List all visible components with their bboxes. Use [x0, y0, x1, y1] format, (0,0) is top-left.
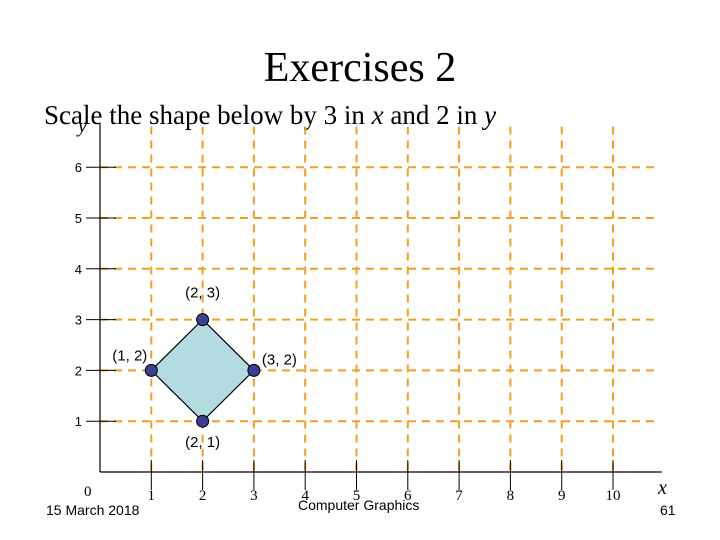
- vertex-label: (3, 2): [262, 351, 297, 368]
- footer-page-number: 61: [660, 502, 676, 518]
- tick-marks: [86, 166, 614, 490]
- vertex-point: [196, 414, 210, 428]
- slide-subtitle: Scale the shape below by 3 in x and 2 in…: [44, 100, 496, 131]
- x-tick-label: 2: [199, 488, 207, 504]
- grid: [100, 126, 660, 472]
- vertex-point: [144, 363, 158, 377]
- slide-title: Exercises 2: [263, 45, 457, 91]
- x-tick-label: 3: [250, 488, 258, 504]
- y-tick-label: 2: [75, 363, 82, 378]
- subtitle-x-var: x: [371, 100, 384, 130]
- y-axis-label: y: [76, 115, 87, 137]
- y-tick-label: 3: [75, 313, 82, 328]
- x-tick-label: 7: [455, 488, 463, 504]
- vertex-points: [144, 313, 261, 428]
- vertex-point: [247, 363, 261, 377]
- origin-label: 0: [84, 484, 92, 500]
- x-tick-label: 1: [148, 488, 156, 504]
- vertex-label: (2, 3): [185, 285, 220, 302]
- subtitle-text-2: and 2 in: [383, 100, 485, 130]
- subtitle-y-var: y: [484, 100, 497, 130]
- y-tick-label: 1: [75, 414, 82, 429]
- x-tick-label: 9: [558, 488, 566, 504]
- x-tick-label: 4: [301, 488, 309, 504]
- labels: 1 2 3 4 5 6 7 8 9 10 1 2 3 4 5 6 (2, 3) (3, 2) (2, 1) (1, 2…: [75, 160, 621, 504]
- subtitle-text-1: Scale the shape below by 3 in: [44, 100, 372, 130]
- x-tick-label: 6: [404, 488, 412, 504]
- diamond-shape: [150, 318, 255, 423]
- vertex-label: (2, 1): [185, 434, 220, 451]
- x-axis-label: x: [657, 477, 667, 499]
- footer-date: 15 March 2018: [46, 502, 140, 518]
- axes: [99, 124, 662, 473]
- y-tick-label: 4: [75, 262, 82, 277]
- footer-course: Computer Graphics: [298, 497, 419, 513]
- vertex-label: (1, 2): [112, 347, 147, 364]
- x-tick-label: 5: [353, 488, 361, 504]
- vertex-point: [196, 313, 210, 327]
- x-tick-label: 10: [606, 488, 621, 504]
- y-tick-label: 6: [75, 160, 82, 175]
- y-tick-label: 5: [75, 211, 82, 226]
- x-tick-label: 8: [507, 488, 515, 504]
